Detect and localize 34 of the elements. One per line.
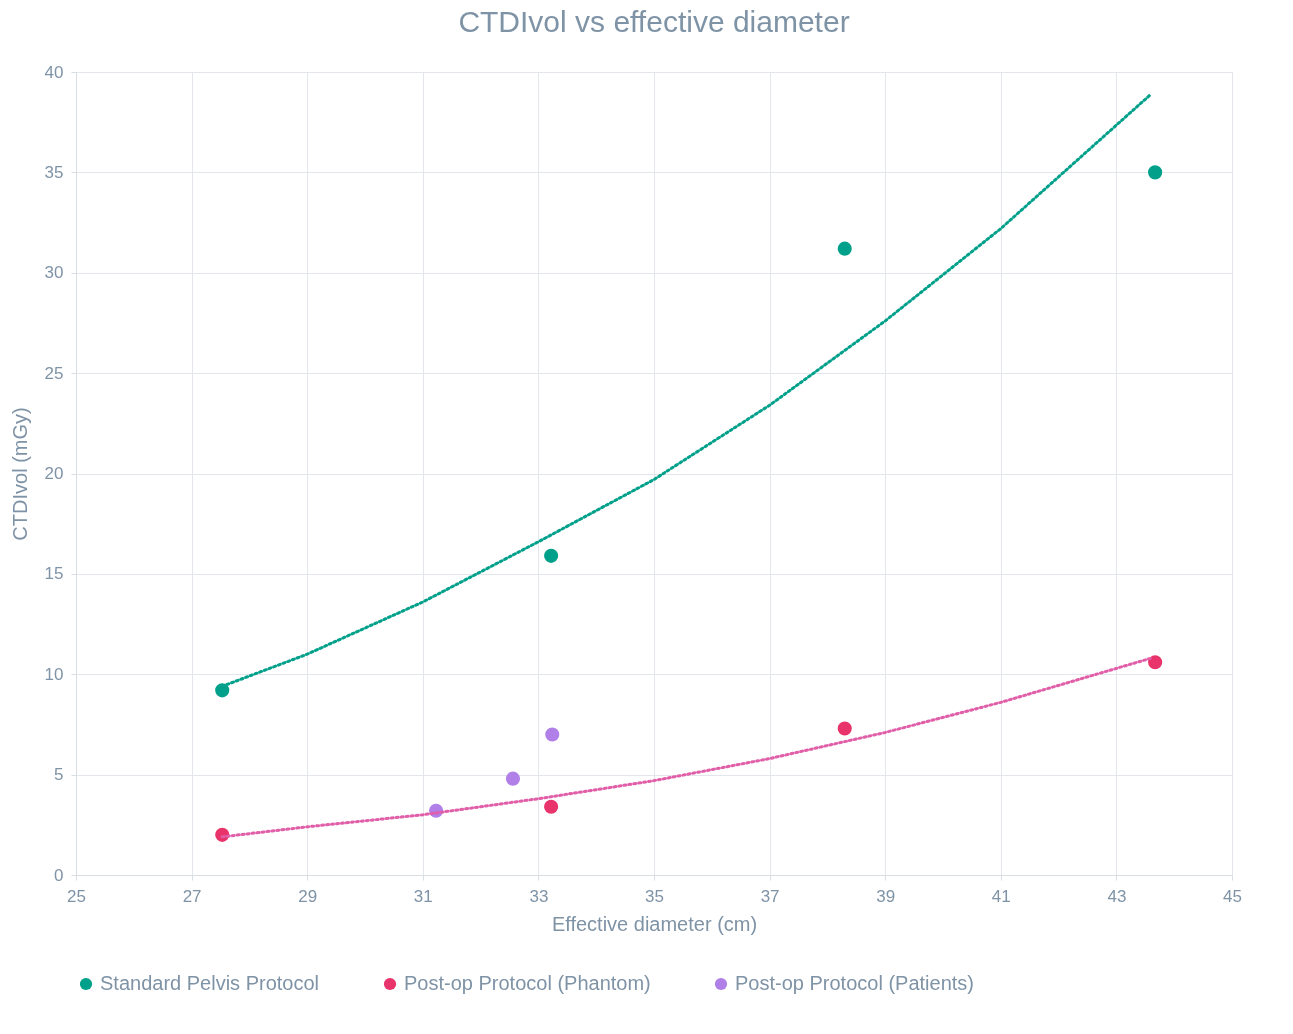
- x-tick-label: 35: [645, 886, 664, 906]
- y-tick-label: 15: [44, 564, 64, 584]
- y-tick-label: 25: [44, 363, 64, 383]
- x-tick-label: 37: [760, 886, 780, 906]
- y-tick-label: 10: [44, 664, 64, 684]
- legend-label: Standard Pelvis Protocol: [100, 972, 320, 994]
- x-tick-label: 45: [1223, 886, 1242, 906]
- x-tick-label: 43: [1107, 886, 1127, 906]
- y-tick-label: 40: [44, 62, 64, 82]
- y-tick-label: 30: [44, 263, 64, 283]
- chart-title: CTDIvol vs effective diameter: [458, 5, 850, 38]
- point: [545, 727, 560, 742]
- point: [1148, 655, 1163, 670]
- point: [544, 548, 559, 563]
- y-tick-label: 5: [54, 765, 64, 785]
- point: [1148, 165, 1163, 180]
- point: [505, 771, 521, 786]
- y-tick-label: 0: [54, 865, 64, 885]
- legend-label: Post-op Protocol (Phantom): [404, 972, 651, 994]
- x-tick-label: 41: [991, 886, 1011, 906]
- y-tick-label: 20: [44, 464, 64, 483]
- x-tick-label: 25: [67, 886, 86, 906]
- x-tick-label: 29: [298, 886, 318, 906]
- point: [837, 241, 852, 256]
- x-tick-label: 33: [529, 886, 549, 906]
- x-tick-label: 31: [413, 886, 433, 906]
- point: [544, 799, 559, 814]
- y-tick-label: 35: [44, 162, 64, 182]
- x-tick-label: 39: [876, 886, 896, 906]
- y-axis-title: CTDIvol (mGy): [8, 407, 31, 541]
- legend-label: Post-op Protocol (Patients): [735, 972, 974, 994]
- x-axis-title: Effective diameter (cm): [551, 912, 758, 935]
- x-tick-label: 27: [182, 886, 202, 906]
- point: [837, 721, 852, 736]
